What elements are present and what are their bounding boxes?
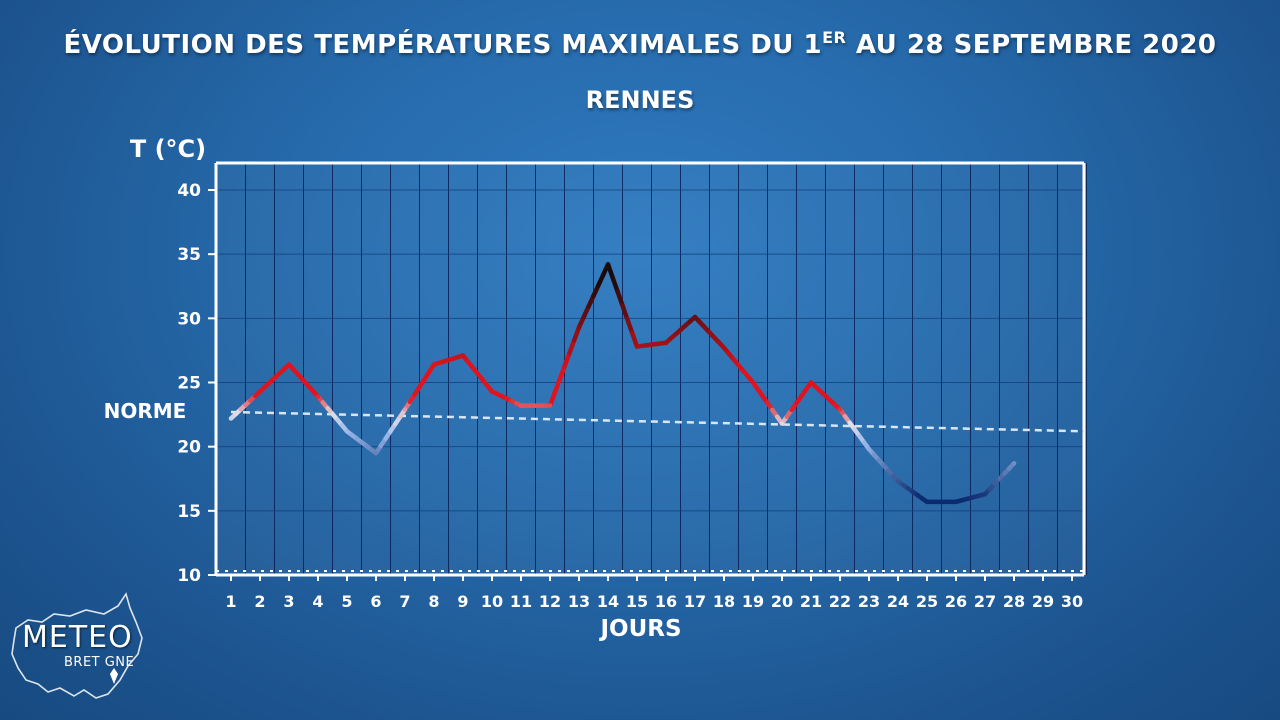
temperature-point: [373, 450, 379, 456]
y-tick-label: 20: [177, 438, 201, 458]
x-tick-label: 16: [655, 592, 677, 611]
temperature-point: [808, 380, 814, 385]
x-tick-label: 13: [568, 592, 590, 611]
x-tick-label: 9: [457, 592, 468, 611]
temperature-point: [286, 362, 292, 367]
y-tick-label: 15: [177, 502, 201, 522]
temperature-point: [402, 407, 408, 412]
x-tick-label: 6: [370, 592, 381, 611]
x-tick-label: 12: [539, 592, 561, 611]
y-tick-label: 25: [177, 374, 201, 394]
temperature-point: [924, 499, 930, 505]
temperature-line-segment: [562, 351, 572, 369]
chart-grid: [216, 163, 1087, 575]
temperature-line-segment: [547, 390, 558, 408]
temperature-line-segment: [610, 275, 620, 295]
x-tick-label: 26: [945, 592, 967, 611]
ermine-icon: [110, 668, 118, 684]
temperature-point: [750, 380, 756, 385]
x-tick-label: 27: [974, 592, 996, 611]
x-tick-label: 19: [742, 592, 764, 611]
temperature-point: [953, 499, 959, 505]
chart-title: ÉVOLUTION DES TEMPÉRATURES MAXIMALES DU …: [0, 28, 1280, 60]
x-tick-label: 20: [771, 592, 793, 611]
x-tick-label: 29: [1032, 592, 1054, 611]
x-tick-label: 15: [626, 592, 648, 611]
chart-subtitle: RENNES: [585, 86, 695, 114]
norm-label: NORME: [104, 399, 187, 423]
x-tick-label: 10: [481, 592, 503, 611]
temperature-point: [779, 421, 785, 426]
temperature-line-segment: [557, 364, 567, 382]
norm-line-group: [230, 410, 1085, 433]
temperature-line-segment: [571, 325, 582, 343]
temperature-point: [634, 344, 640, 349]
temperature-point: [518, 403, 524, 408]
x-tick-label: 14: [597, 592, 619, 611]
temperature-point: [547, 403, 553, 408]
logo-text-meteo: METEO: [22, 620, 133, 655]
temperature-point: [1011, 461, 1017, 466]
chart-title-end: AU 28 SEPTEMBRE 2020: [846, 30, 1217, 60]
temperature-point: [663, 340, 669, 345]
temperature-line-segment: [615, 289, 625, 308]
x-tick-label: 28: [1003, 592, 1025, 611]
temperature-point: [605, 262, 611, 267]
y-tick-label: 10: [177, 566, 201, 586]
temperature-point: [982, 491, 988, 497]
temperature-point: [460, 353, 466, 358]
x-tick-label: 1: [225, 592, 236, 611]
temperature-line-segment: [625, 316, 635, 336]
x-tick-label: 24: [887, 592, 909, 611]
logo-text-bretagne: BRET GNE: [64, 655, 135, 670]
x-tick-label: 4: [312, 592, 323, 611]
temperature-point: [895, 479, 901, 484]
temperature-line-segment: [552, 377, 562, 395]
norm-line: [230, 410, 1085, 433]
temperature-series: [228, 262, 1017, 505]
temperature-point: [257, 389, 263, 394]
x-tick-label: 3: [283, 592, 294, 611]
temperature-point: [576, 325, 582, 330]
temperature-line-segment: [567, 338, 577, 356]
temperature-point: [692, 314, 698, 320]
x-tick-label: 2: [254, 592, 265, 611]
meteo-bretagne-logo: [11, 592, 143, 699]
x-tick-label: 5: [341, 592, 352, 611]
plot-area: [216, 163, 1084, 575]
x-tick-label: 21: [800, 592, 822, 611]
y-tick-label: 40: [177, 181, 201, 201]
x-tick-label: 23: [858, 592, 880, 611]
x-tick-label: 25: [916, 592, 938, 611]
x-tick-label: 30: [1061, 592, 1083, 611]
temperature-point: [344, 429, 350, 434]
chart-axes: [208, 161, 1086, 581]
temperature-line-segment: [620, 303, 630, 322]
x-tick-label: 8: [428, 592, 439, 611]
y-axis-title: T (°C): [130, 135, 206, 163]
temperature-point: [315, 394, 321, 399]
temperature-point: [837, 407, 843, 412]
x-tick-label: 7: [399, 592, 410, 611]
x-axis-title: JOURS: [598, 616, 681, 642]
x-tick-label: 11: [510, 592, 532, 611]
brittany-map-icon: [11, 592, 143, 699]
temperature-point: [489, 389, 495, 394]
temperature-line-segment: [605, 262, 616, 281]
x-tick-label: 22: [829, 592, 851, 611]
chart-title-superscript: ER: [822, 28, 847, 47]
x-tick-label: 18: [713, 592, 735, 611]
x-tick-label: 17: [684, 592, 706, 611]
chart-title-main: ÉVOLUTION DES TEMPÉRATURES MAXIMALES DU …: [63, 30, 823, 60]
y-tick-label: 30: [177, 309, 201, 329]
temperature-line-segment: [629, 330, 640, 349]
y-tick-label: 35: [177, 245, 201, 265]
temperature-point: [431, 362, 437, 367]
temperature-point: [721, 345, 727, 351]
temperature-point: [866, 447, 872, 452]
temperature-point: [228, 416, 234, 421]
